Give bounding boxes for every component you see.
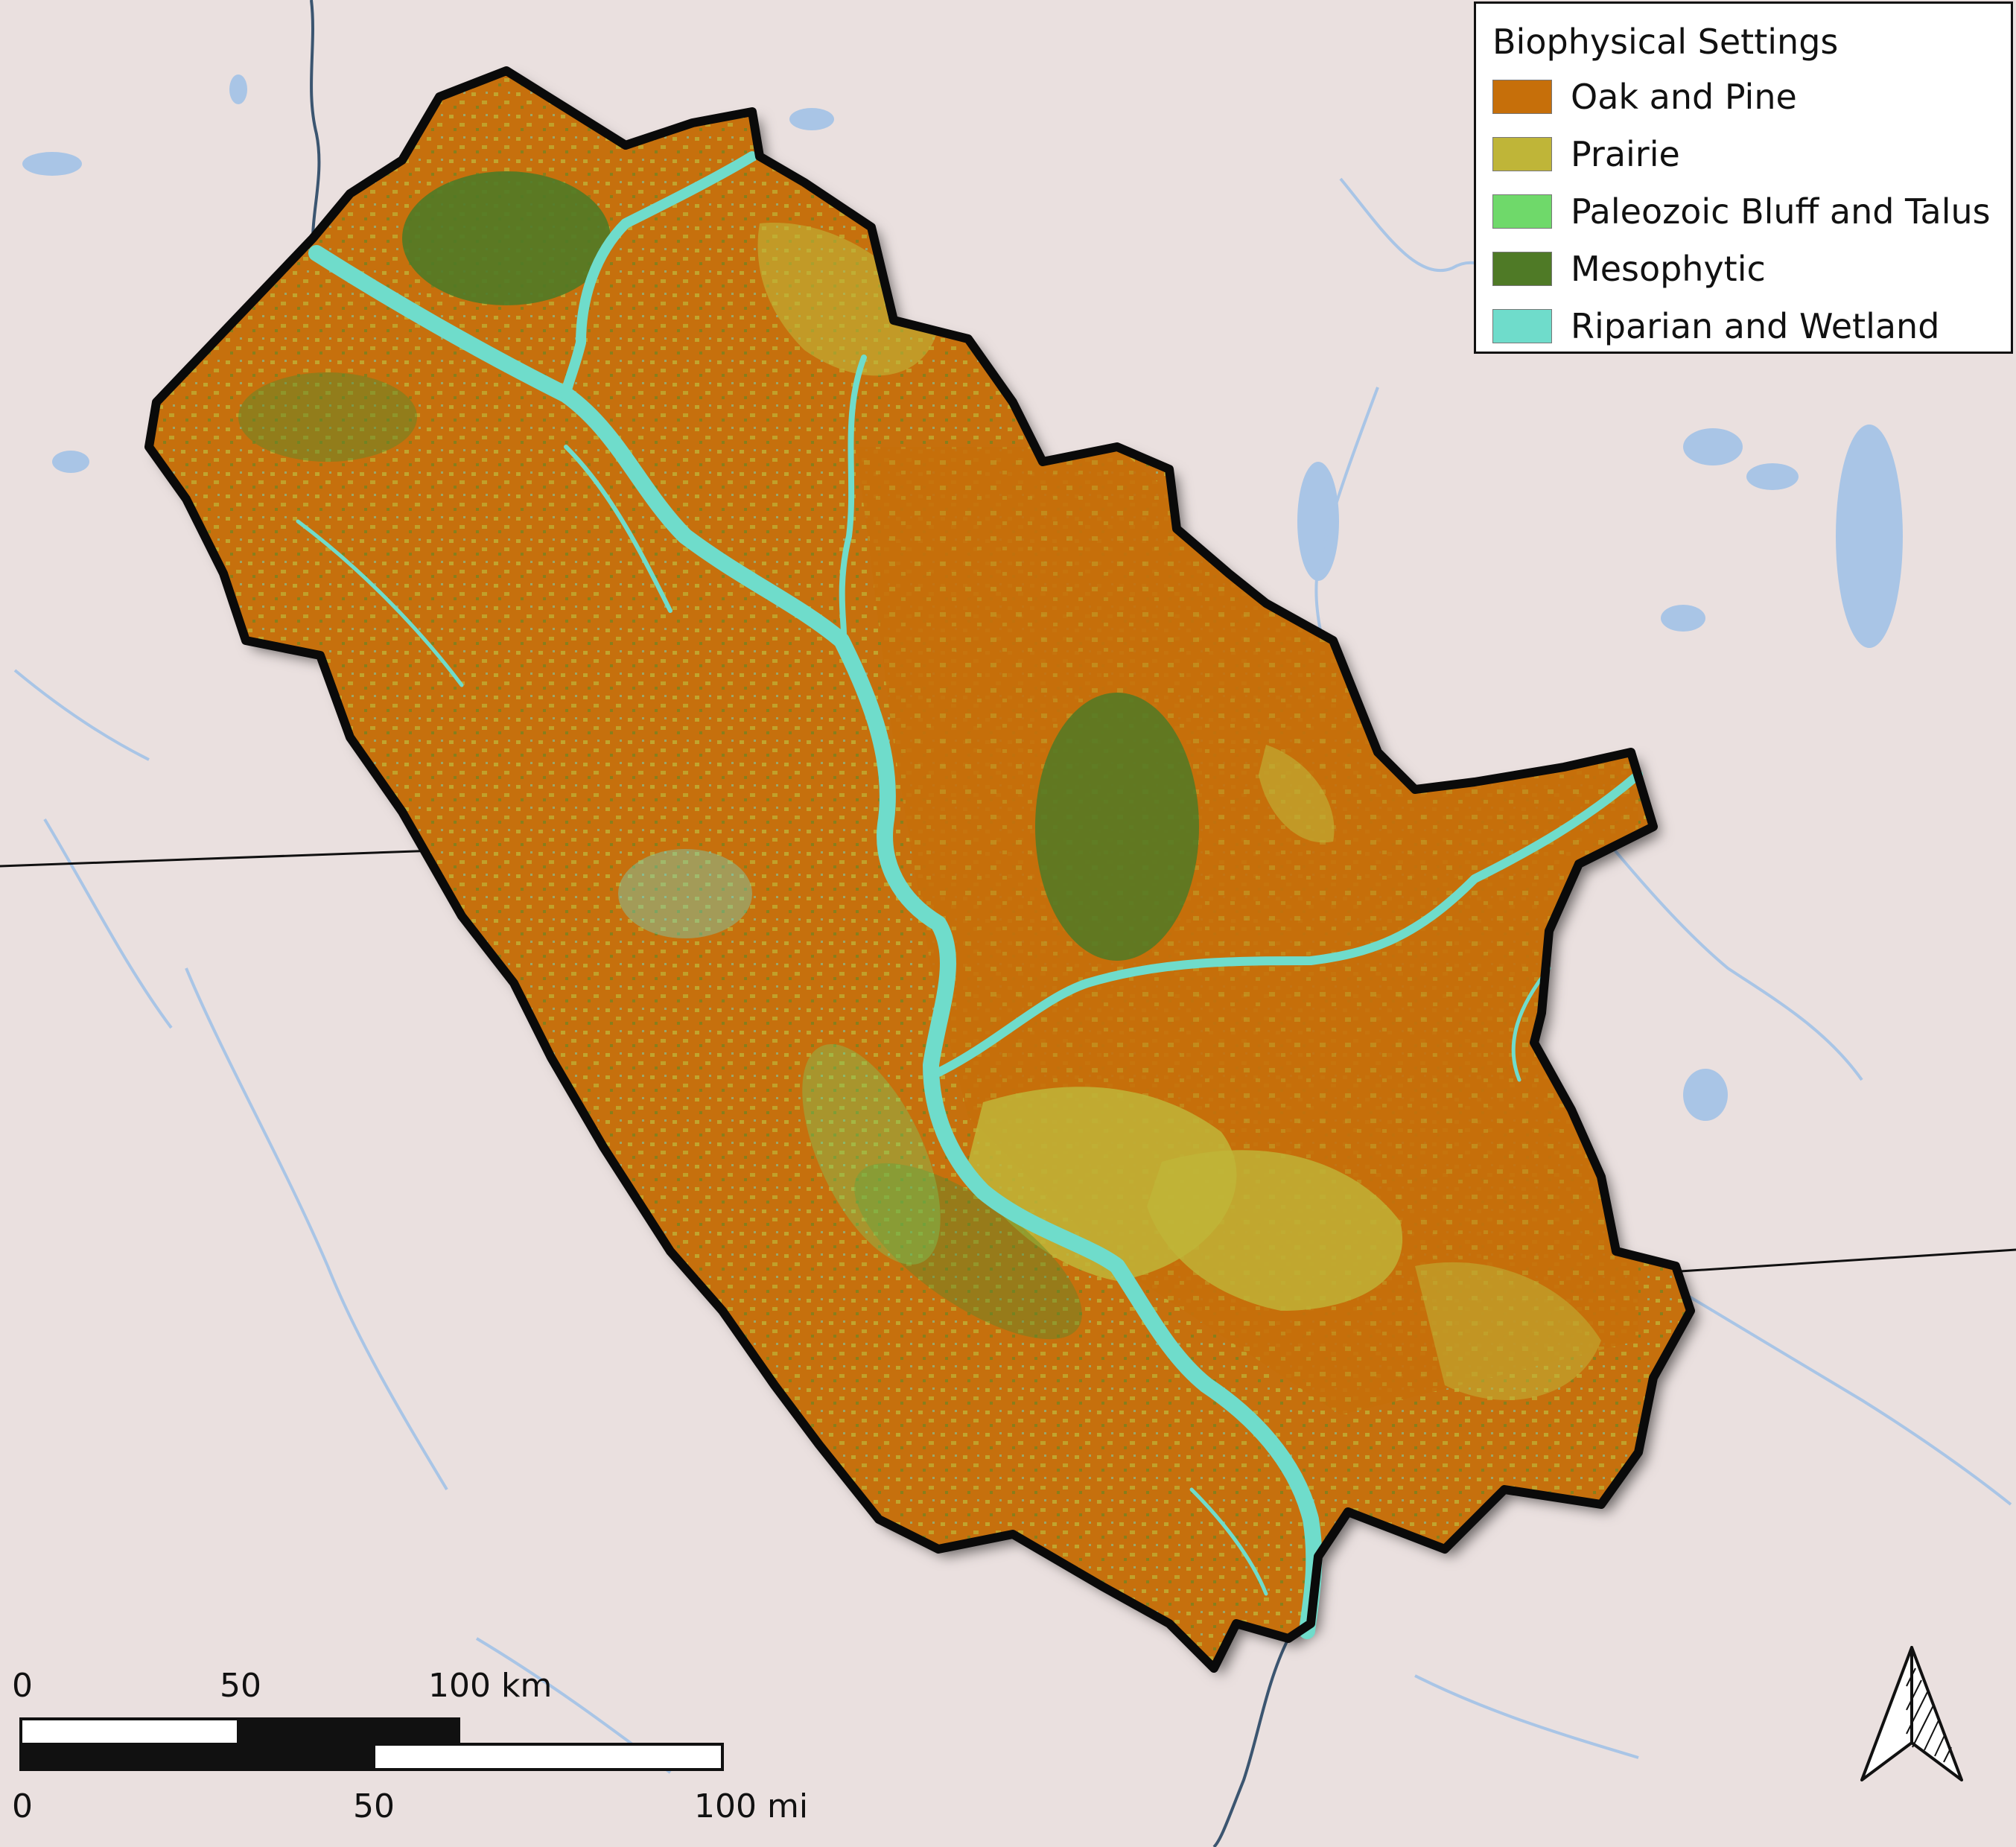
scale-km-label-50: 50 bbox=[220, 1667, 261, 1705]
legend-label: Prairie bbox=[1571, 134, 1680, 174]
legend-swatch bbox=[1492, 194, 1552, 229]
main-river-corridor bbox=[308, 245, 1323, 1639]
legend-title: Biophysical Settings bbox=[1492, 22, 1839, 62]
scale-mi-label-50: 50 bbox=[353, 1787, 395, 1825]
tributary-corridor bbox=[934, 770, 1643, 1077]
scale-mi-label-100: 100 mi bbox=[694, 1787, 809, 1825]
riparian-patch bbox=[618, 849, 752, 938]
legend-swatch bbox=[1492, 137, 1552, 171]
scale-km-label-100: 100 km bbox=[428, 1667, 553, 1705]
legend-label: Mesophytic bbox=[1571, 249, 1766, 289]
scale-bar-mi-segment bbox=[19, 1743, 375, 1771]
lake-east bbox=[1836, 425, 1903, 648]
scale-bar-mi-segment bbox=[372, 1743, 724, 1771]
lake-small bbox=[1683, 428, 1743, 465]
prairie-patch bbox=[1415, 1262, 1601, 1400]
prairie-patch bbox=[1147, 1150, 1403, 1311]
tributary-corridor bbox=[564, 445, 672, 613]
lake-small bbox=[1661, 605, 1705, 632]
mesophytic-patch bbox=[1035, 693, 1199, 961]
tributary-corridor bbox=[839, 355, 867, 643]
scale-km-label-0: 0 bbox=[12, 1667, 33, 1705]
prairie-patch bbox=[757, 223, 938, 376]
legend-swatch bbox=[1492, 80, 1552, 114]
riparian-corridors bbox=[296, 151, 1643, 1639]
tributary-corridor bbox=[296, 519, 464, 687]
prairie-patch bbox=[1259, 745, 1335, 843]
legend-swatch bbox=[1492, 252, 1552, 286]
legend-label: Oak and Pine bbox=[1571, 77, 1797, 117]
scale-bar bbox=[19, 1717, 724, 1771]
lake-small bbox=[1746, 463, 1799, 490]
tributary-corridor bbox=[1511, 966, 1551, 1082]
scale-bar-km-segment bbox=[237, 1717, 460, 1746]
scale-bar-km-segment bbox=[19, 1717, 240, 1746]
mesophytic-patch bbox=[238, 372, 417, 462]
tributary-corridor bbox=[1189, 1487, 1268, 1596]
lake-small bbox=[229, 74, 247, 104]
lake-small bbox=[52, 451, 89, 473]
north-arrow-icon bbox=[1860, 1646, 1963, 1781]
basemap-water bbox=[22, 74, 1903, 1121]
lake-northeast bbox=[1297, 462, 1339, 581]
bluff-patch bbox=[802, 1044, 941, 1265]
basin-boundary bbox=[144, 66, 1695, 1673]
river-north-segment bbox=[310, 0, 321, 239]
river-south-segment bbox=[1212, 1638, 1290, 1847]
legend-label: Paleozoic Bluff and Talus bbox=[1571, 191, 1991, 232]
lake-small bbox=[789, 108, 834, 130]
tributary-corridor bbox=[561, 151, 757, 400]
mesophytic-patch bbox=[854, 1163, 1082, 1340]
legend: Biophysical Settings Oak and Pine Prairi… bbox=[1474, 1, 2013, 354]
lake-small bbox=[1683, 1069, 1728, 1121]
lake-small bbox=[22, 152, 82, 176]
mesophytic-patch bbox=[402, 171, 611, 305]
scale-mi-label-0: 0 bbox=[12, 1787, 33, 1825]
legend-swatch bbox=[1492, 309, 1552, 343]
legend-label: Riparian and Wetland bbox=[1571, 306, 1940, 346]
